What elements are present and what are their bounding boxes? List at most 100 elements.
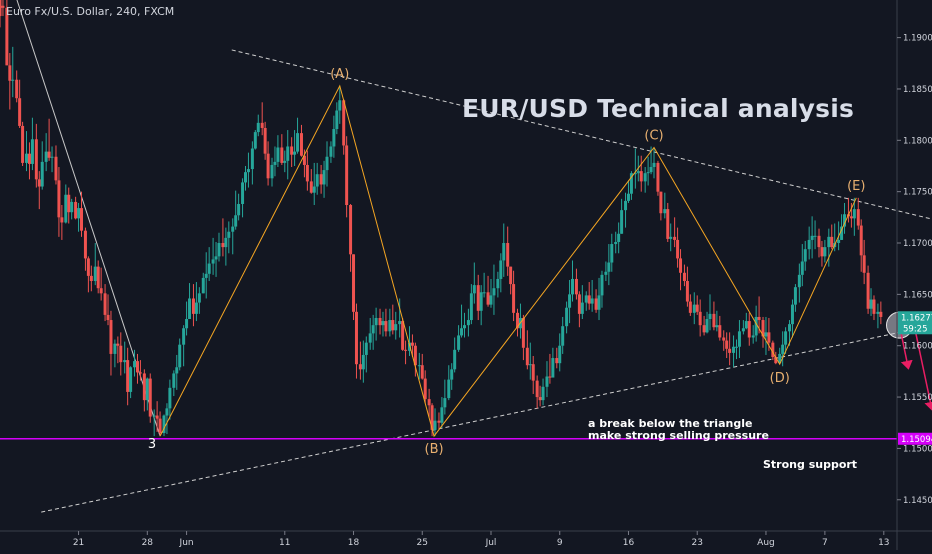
candle-body xyxy=(767,332,771,343)
candle-body xyxy=(329,146,333,157)
candle-body xyxy=(234,215,238,227)
candle-body xyxy=(182,328,186,345)
wave-label: (D) xyxy=(770,371,790,386)
candle-body xyxy=(447,379,451,399)
candle-body xyxy=(778,353,782,364)
candle-body xyxy=(737,331,741,347)
candle-body xyxy=(361,354,365,370)
candle-body xyxy=(401,321,405,350)
candle-body xyxy=(590,298,594,304)
wave-label: (C) xyxy=(644,129,663,144)
candle-body xyxy=(512,284,516,313)
candle-body xyxy=(597,295,601,310)
time-tick-label: 23 xyxy=(691,538,702,548)
candle-body xyxy=(620,210,624,234)
candle-body xyxy=(123,360,127,363)
candle-body xyxy=(577,294,581,314)
candle-body xyxy=(197,293,201,303)
candle-body xyxy=(702,325,706,333)
candle-body xyxy=(129,367,133,392)
candle-body xyxy=(231,226,235,232)
candle-body xyxy=(305,164,309,182)
candle-body xyxy=(594,298,598,310)
wave-label: (B) xyxy=(425,442,444,457)
time-tick-label: Jul xyxy=(485,538,497,548)
candle-body xyxy=(119,345,123,363)
candle-body xyxy=(18,98,22,126)
candle-body xyxy=(214,256,218,260)
candle-body xyxy=(103,293,107,315)
candle-body xyxy=(427,399,431,406)
candle-body xyxy=(565,307,569,327)
candle-body xyxy=(761,320,765,337)
candle-body xyxy=(817,235,821,248)
candle-body xyxy=(133,361,137,368)
time-tick-label: 21 xyxy=(73,538,84,548)
candle-body xyxy=(545,376,549,387)
candle-body xyxy=(649,167,653,173)
candle-body xyxy=(34,139,38,180)
candle-body xyxy=(413,345,417,366)
candle-body xyxy=(410,342,414,346)
candle-body xyxy=(800,261,804,275)
candle-body xyxy=(862,255,866,273)
candle-body xyxy=(476,285,480,311)
candle-body xyxy=(502,243,506,261)
candle-body xyxy=(86,258,90,276)
price-tick-label: 1.17500 xyxy=(903,188,932,198)
candle-body xyxy=(27,153,31,164)
time-tick-label: Jun xyxy=(179,538,194,548)
candles-layer xyxy=(0,0,883,437)
candle-body xyxy=(548,376,552,378)
candle-body xyxy=(1,5,5,8)
candle-body xyxy=(820,247,824,257)
last-price-badge xyxy=(898,311,932,335)
candle-body xyxy=(866,272,870,309)
candle-body xyxy=(506,243,510,267)
candle-body xyxy=(521,317,525,348)
candle-body xyxy=(692,304,696,313)
time-tick-label: 11 xyxy=(279,538,290,548)
candle-body xyxy=(587,295,591,304)
lower-trendline xyxy=(41,325,932,513)
candle-body xyxy=(872,299,876,314)
candle-body xyxy=(813,235,817,237)
candle-body xyxy=(158,418,162,434)
candle-body xyxy=(656,162,660,192)
candle-body xyxy=(342,100,346,146)
candle-body xyxy=(489,295,493,305)
candle-body xyxy=(538,397,542,401)
candle-body xyxy=(266,153,270,179)
time-tick-label: 25 xyxy=(417,538,428,548)
candle-body xyxy=(60,217,64,223)
candle-body xyxy=(246,169,250,173)
candle-body xyxy=(856,209,860,226)
candle-body xyxy=(607,262,611,272)
candle-body xyxy=(722,337,726,341)
candle-body xyxy=(77,208,81,219)
candle-body xyxy=(175,367,179,374)
time-tick-label: 13 xyxy=(878,538,889,548)
wave-label: 3 xyxy=(148,437,156,452)
wave-layer: 3 (A) (B) (C) (D) (E) xyxy=(148,67,866,457)
candle-body xyxy=(54,156,58,181)
candle-body xyxy=(384,321,388,332)
candle-body xyxy=(535,380,539,398)
candle-body xyxy=(398,321,402,325)
candle-body xyxy=(610,244,614,263)
candle-body xyxy=(744,321,748,329)
candle-body xyxy=(50,156,54,158)
candle-body xyxy=(830,236,834,248)
candle-body xyxy=(462,325,466,329)
candle-body xyxy=(368,333,372,343)
candle-body xyxy=(482,292,486,294)
candle-body xyxy=(270,164,274,179)
candle-body xyxy=(492,288,496,296)
symbol-label: Euro Fx/U.S. Dollar, 240, FXCM xyxy=(6,5,175,18)
candle-body xyxy=(148,378,152,417)
candle-body xyxy=(509,266,513,285)
candle-body xyxy=(152,415,156,417)
candle-body xyxy=(250,148,254,170)
